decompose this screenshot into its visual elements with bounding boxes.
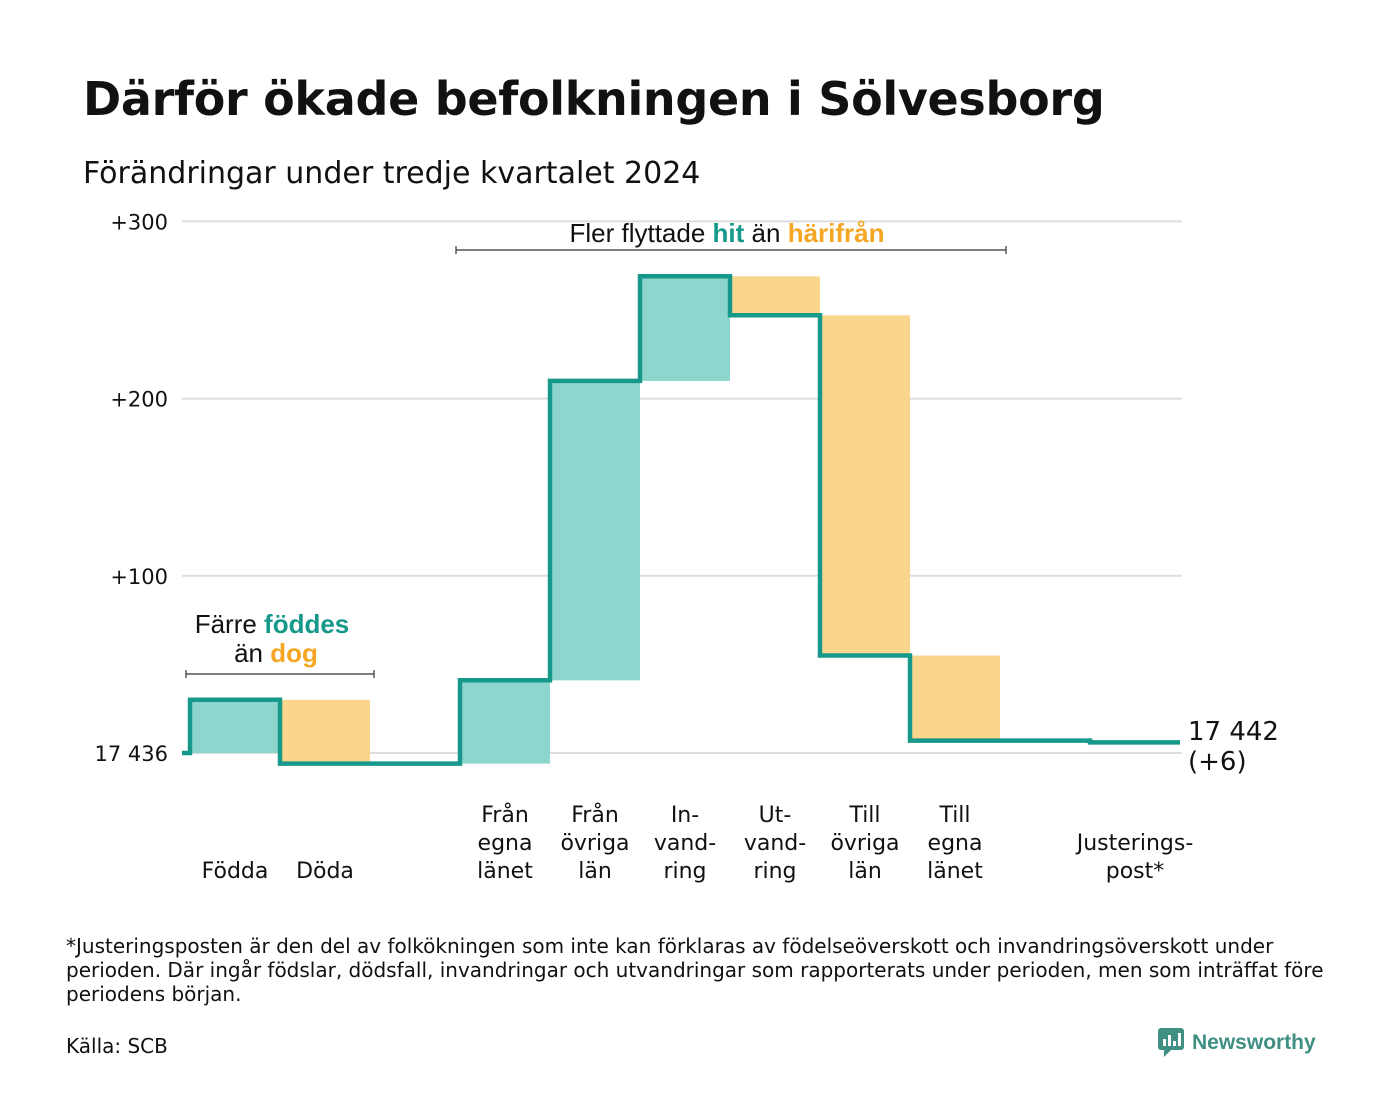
category-label: Från bbox=[481, 802, 529, 828]
y-axis-tick-labels: 17 436 +100 +200 +300 bbox=[95, 210, 168, 766]
y-tick-label: +300 bbox=[110, 210, 168, 234]
ann-text: Fler flyttade bbox=[569, 218, 712, 248]
bar bbox=[640, 276, 730, 381]
end-change: (+6) bbox=[1188, 747, 1247, 777]
category-label: Justerings- bbox=[1075, 831, 1194, 856]
category-label: Till bbox=[848, 803, 880, 828]
y-tick-label: 17 436 bbox=[95, 742, 168, 766]
bar bbox=[730, 276, 820, 316]
category-label: övriga bbox=[830, 831, 899, 856]
category-label: Från bbox=[571, 802, 619, 828]
ann-accent-in: föddes bbox=[264, 609, 349, 639]
chart-subtitle: Förändringar under tredje kvartalet 2024 bbox=[83, 156, 701, 191]
ann-text: än bbox=[744, 218, 787, 248]
y-tick-label: +200 bbox=[110, 388, 168, 412]
ann-text: än bbox=[234, 638, 270, 668]
category-label: vand- bbox=[654, 831, 716, 856]
y-tick-label: +100 bbox=[110, 565, 168, 589]
category-label: Ut- bbox=[759, 803, 792, 828]
bar bbox=[910, 655, 1000, 741]
bar bbox=[820, 315, 910, 656]
category-label: vand- bbox=[744, 831, 806, 856]
source: Källa: SCB bbox=[66, 1034, 168, 1058]
cumulative-step-line bbox=[182, 274, 1180, 766]
category-labels: Födda Döda Från egna länet Från övriga län In-va… bbox=[202, 802, 1194, 884]
bar bbox=[280, 699, 370, 764]
births-annotation-line2: än dog bbox=[234, 638, 318, 668]
footnote: *Justeringsposten är den del av folkökni… bbox=[66, 934, 1324, 1006]
category-label: övriga bbox=[560, 831, 629, 856]
category-label: In- bbox=[671, 803, 699, 828]
category-label: ring bbox=[753, 859, 796, 884]
chart-title: Därför ökade befolkningen i Sölvesborg bbox=[83, 72, 1105, 126]
ann-accent-out: dog bbox=[270, 638, 318, 668]
brand-name: Newsworthy bbox=[1192, 1031, 1316, 1054]
category-label: Födda bbox=[202, 859, 269, 884]
ann-accent-out: härifrån bbox=[788, 218, 885, 248]
category-label: post* bbox=[1106, 859, 1165, 884]
moves-annotation: Fler flyttade hit än härifrån bbox=[569, 218, 884, 248]
end-value-label: 17 442(+6) bbox=[1188, 717, 1279, 777]
category-label: länet bbox=[927, 859, 983, 884]
newsworthy-logo-icon bbox=[1158, 1028, 1184, 1057]
end-value: 17 442 bbox=[1188, 717, 1279, 747]
bar bbox=[550, 380, 640, 681]
ann-accent-in: hit bbox=[713, 218, 745, 248]
category-label: Till bbox=[938, 803, 970, 828]
category-label: länet bbox=[477, 859, 533, 884]
category-label: egna bbox=[478, 831, 533, 856]
ann-text: Färre bbox=[195, 609, 264, 639]
brand[interactable]: Newsworthy bbox=[1158, 1028, 1316, 1058]
bars bbox=[190, 276, 1000, 764]
category-label: ring bbox=[663, 859, 706, 884]
category-label: län bbox=[578, 859, 612, 884]
category-label: Döda bbox=[296, 859, 354, 884]
category-label: län bbox=[848, 859, 882, 884]
bar bbox=[190, 699, 280, 753]
births-annotation-line1: Färre föddes bbox=[195, 609, 350, 639]
bar bbox=[460, 680, 550, 764]
category-label: egna bbox=[928, 831, 983, 856]
